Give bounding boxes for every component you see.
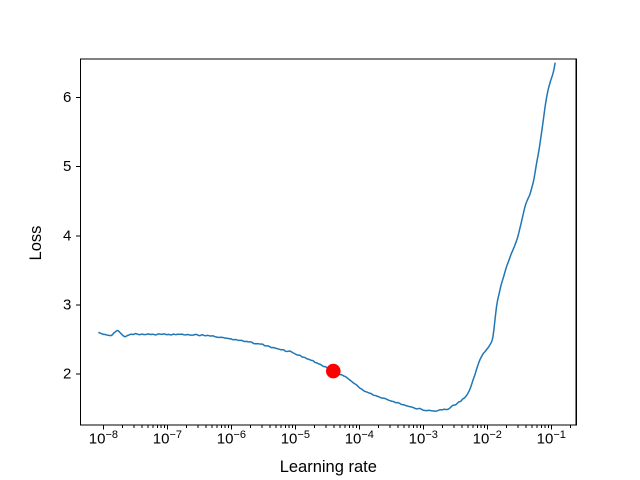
svg-text:4: 4 [63,227,71,244]
svg-text:3: 3 [63,297,71,314]
svg-text:2: 2 [63,366,71,383]
svg-text:5: 5 [63,158,71,175]
svg-text:6: 6 [63,89,71,106]
svg-text:Loss: Loss [27,226,45,261]
svg-text:Learning rate: Learning rate [280,458,377,476]
